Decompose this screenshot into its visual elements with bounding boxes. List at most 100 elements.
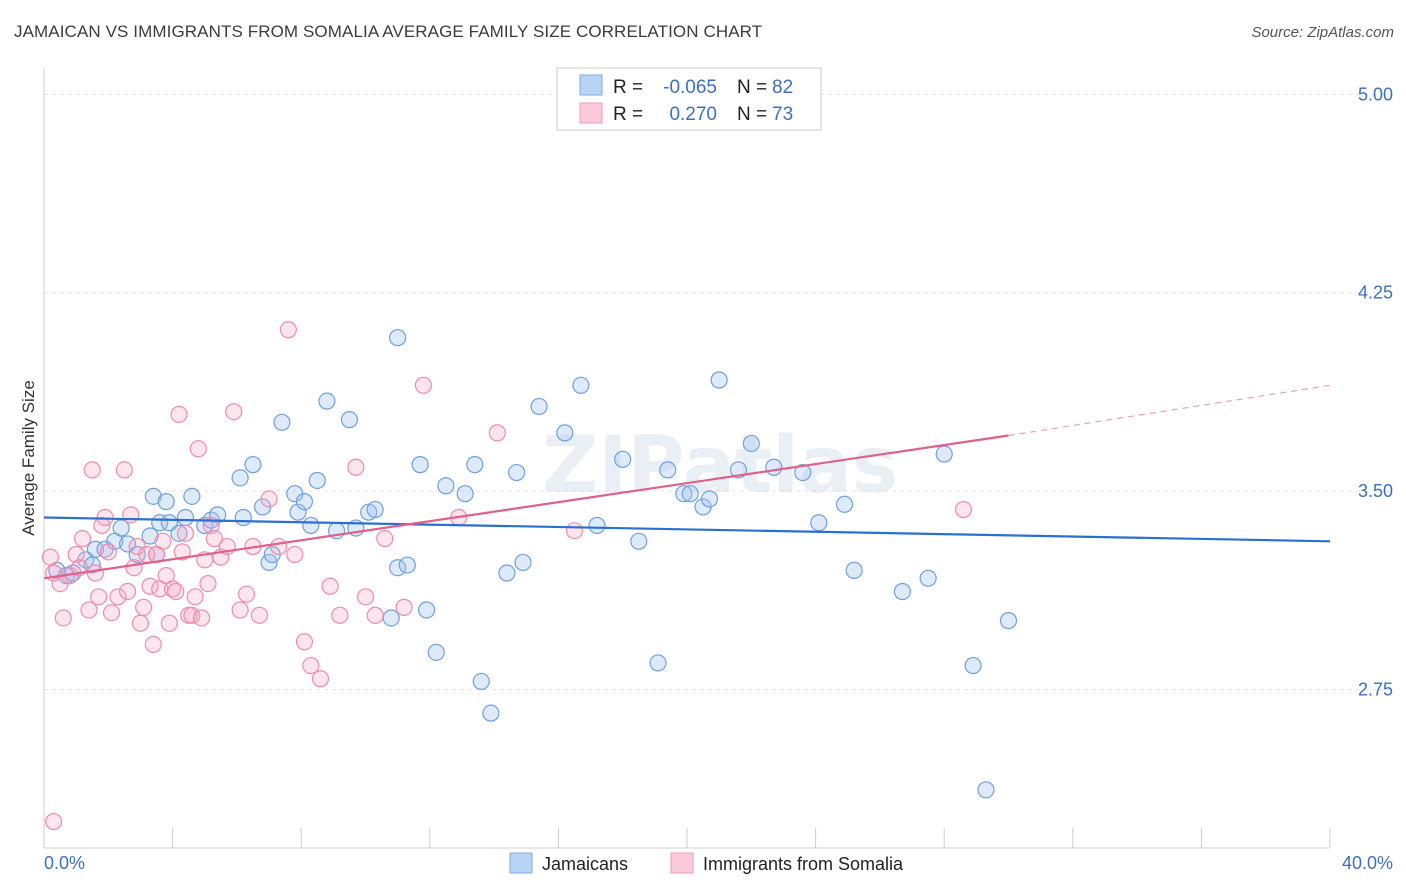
point-somalia-32 — [164, 580, 182, 598]
point-somalia-18 — [118, 582, 137, 601]
point-jamaicans-40 — [366, 500, 384, 519]
point-jamaicans-72 — [794, 463, 812, 482]
bottom-legend-swatch-pink — [670, 852, 694, 874]
point-somalia-59 — [311, 670, 330, 688]
x-max-label: 40.0% — [1342, 853, 1393, 873]
point-somalia-19 — [122, 506, 140, 524]
point-somalia-64 — [366, 606, 384, 624]
point-somalia-66 — [395, 598, 413, 616]
point-jamaicans-43 — [398, 556, 416, 574]
point-jamaicans-8 — [112, 519, 130, 537]
point-jamaicans-54 — [508, 463, 526, 482]
point-somalia-29 — [154, 532, 172, 550]
trend-line-somalia — [43, 434, 1009, 580]
point-jamaicans-61 — [630, 532, 648, 550]
point-jamaicans-24 — [231, 469, 249, 487]
point-jamaicans-29 — [273, 413, 291, 431]
point-somalia-70 — [565, 522, 584, 540]
point-somalia-63 — [356, 588, 375, 606]
x-tick-marks — [43, 828, 1331, 848]
point-somalia-8 — [80, 601, 98, 619]
bottom-legend-swatch-blue — [509, 852, 533, 874]
y-tick-label-2: 4.25 — [1358, 283, 1393, 303]
bottom-legend: Jamaicans Immigrants from Somalia — [509, 852, 904, 874]
point-jamaicans-33 — [302, 516, 320, 535]
point-somalia-3 — [54, 609, 72, 627]
point-jamaicans-48 — [437, 477, 455, 495]
point-somalia-35 — [173, 543, 191, 561]
point-somalia-67 — [414, 376, 432, 394]
point-somalia-54 — [270, 537, 288, 556]
point-jamaicans-46 — [417, 601, 436, 619]
point-jamaicans-34 — [308, 471, 326, 490]
point-jamaicans-17 — [170, 524, 188, 542]
point-somalia-41 — [192, 609, 211, 627]
point-somalia-61 — [331, 606, 349, 624]
point-jamaicans-42 — [389, 559, 407, 577]
point-jamaicans-80 — [977, 781, 995, 799]
point-jamaicans-49 — [456, 485, 474, 503]
point-somalia-26 — [144, 635, 162, 654]
point-jamaicans-58 — [572, 376, 590, 394]
point-jamaicans-47 — [427, 643, 445, 661]
legend-r-value-1: -0.065 — [663, 77, 717, 98]
point-jamaicans-81 — [999, 612, 1018, 630]
point-jamaicans-51 — [472, 672, 490, 691]
point-somalia-71 — [954, 500, 973, 519]
point-somalia-53 — [260, 490, 278, 508]
point-somalia-50 — [237, 585, 256, 603]
point-somalia-52 — [250, 606, 269, 624]
point-somalia-15 — [102, 604, 121, 622]
point-jamaicans-22 — [209, 506, 227, 524]
point-somalia-20 — [125, 559, 143, 577]
point-jamaicans-44 — [389, 329, 407, 347]
point-jamaicans-45 — [411, 456, 429, 474]
point-jamaicans-60 — [614, 450, 632, 468]
point-jamaicans-71 — [765, 458, 783, 476]
point-somalia-57 — [295, 633, 314, 651]
point-somalia-16 — [109, 588, 127, 606]
point-jamaicans-23 — [234, 508, 252, 527]
point-somalia-65 — [376, 530, 394, 548]
point-somalia-0 — [41, 548, 60, 566]
series-jamaicans — [48, 329, 1018, 799]
point-jamaicans-76 — [893, 582, 912, 601]
legend-r-label-2: R = — [613, 104, 643, 125]
point-somalia-62 — [347, 458, 365, 476]
point-jamaicans-9 — [118, 535, 137, 553]
legend-n-value-2: 73 — [772, 104, 793, 125]
point-jamaicans-53 — [498, 564, 516, 582]
y-tick-label-3: 5.00 — [1358, 84, 1393, 104]
point-somalia-14 — [99, 543, 117, 561]
point-somalia-17 — [115, 461, 133, 479]
point-somalia-33 — [167, 582, 185, 601]
y-axis-label: Average Family Size — [19, 380, 38, 536]
trend-lines — [43, 384, 1331, 580]
point-jamaicans-37 — [340, 411, 359, 429]
point-jamaicans-59 — [588, 516, 606, 535]
point-somalia-7 — [73, 530, 92, 548]
legend-r-value-2: 0.270 — [669, 104, 717, 125]
y-tick-label-1: 3.50 — [1358, 481, 1393, 501]
point-jamaicans-67 — [700, 490, 719, 508]
point-somalia-55 — [279, 321, 297, 339]
legend-r-label-1: R = — [613, 77, 643, 98]
point-jamaicans-41 — [382, 609, 400, 627]
point-somalia-38 — [183, 606, 201, 624]
point-jamaicans-63 — [659, 461, 677, 479]
trend-line-jamaicans — [43, 516, 1331, 543]
point-jamaicans-19 — [183, 487, 201, 505]
point-somalia-48 — [225, 403, 243, 421]
legend-n-label-1: N = — [737, 77, 767, 98]
legend-swatch-blue — [579, 74, 603, 96]
point-jamaicans-35 — [318, 392, 336, 410]
point-somalia-56 — [286, 545, 304, 564]
point-jamaicans-70 — [742, 434, 760, 453]
x-min-label: 0.0% — [44, 853, 85, 873]
point-somalia-72 — [45, 812, 63, 831]
point-somalia-36 — [176, 524, 195, 542]
source-label: Source: ZipAtlas.com — [1251, 24, 1394, 41]
point-somalia-39 — [186, 588, 204, 606]
point-jamaicans-55 — [514, 553, 532, 572]
